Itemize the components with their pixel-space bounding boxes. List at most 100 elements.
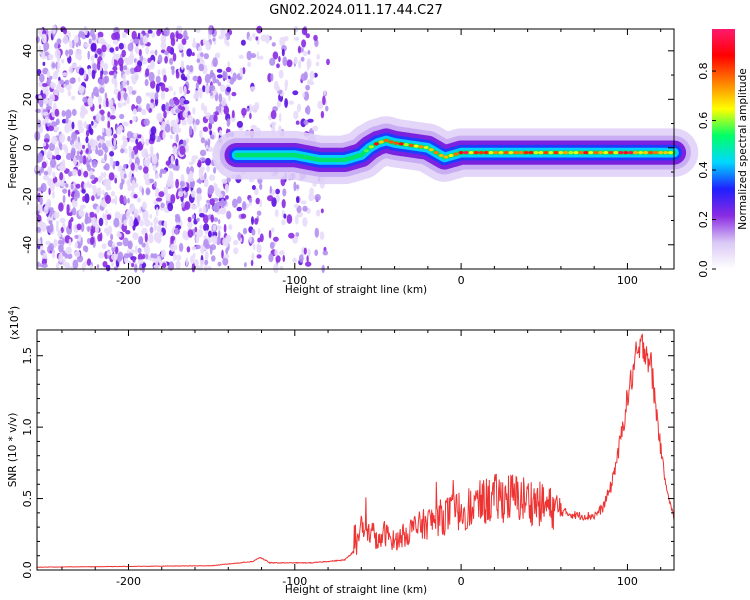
noise-speck	[71, 95, 76, 101]
noise-speck	[129, 137, 135, 143]
noise-speck	[154, 181, 157, 188]
noise-speck	[121, 49, 126, 58]
noise-speck	[129, 38, 135, 44]
noise-speck	[38, 30, 43, 38]
noise-speck	[319, 231, 325, 241]
noise-speck	[197, 161, 202, 168]
noise-speck	[85, 136, 89, 144]
noise-speck	[102, 189, 105, 196]
noise-speck	[180, 106, 186, 112]
noise-speck	[123, 65, 128, 71]
noise-speck	[63, 35, 69, 45]
noise-speck	[130, 75, 135, 80]
noise-speck	[228, 224, 233, 231]
noise-speck	[91, 160, 98, 168]
colorbar-axis: 0.0 0.2 0.4 0.6 0.8	[697, 62, 716, 278]
noise-speck	[173, 91, 176, 96]
noise-speck	[90, 145, 97, 152]
noise-speck	[137, 247, 142, 254]
noise-speck	[177, 43, 184, 51]
ridge-peak	[568, 151, 574, 155]
noise-speck	[163, 221, 168, 229]
ridge-peak	[373, 142, 379, 146]
noise-speck	[278, 112, 282, 123]
noise-speck	[295, 214, 299, 225]
noise-speck	[128, 218, 134, 227]
noise-speck	[275, 255, 281, 263]
noise-speck	[190, 255, 195, 265]
noise-speck	[35, 108, 42, 113]
noise-speck	[46, 198, 52, 208]
noise-speck	[123, 164, 127, 169]
noise-speck	[111, 56, 115, 65]
noise-speck	[268, 229, 272, 239]
noise-speck	[43, 170, 49, 176]
noise-speck	[76, 223, 82, 231]
noise-speck	[113, 72, 117, 79]
noise-speck	[225, 195, 229, 200]
noise-speck	[43, 138, 50, 143]
noise-speck	[248, 35, 252, 42]
noise-speck	[163, 110, 167, 119]
noise-speck	[63, 83, 66, 88]
noise-speck	[320, 208, 324, 214]
noise-speck	[163, 186, 169, 191]
noise-speck	[65, 116, 69, 124]
noise-speck	[194, 90, 200, 100]
noise-speck	[205, 144, 209, 150]
noise-speck	[292, 257, 298, 263]
noise-speck	[126, 131, 133, 139]
noise-speck	[132, 257, 136, 263]
noise-speck	[103, 75, 110, 84]
noise-speck	[251, 228, 256, 236]
noise-speck	[151, 31, 156, 38]
noise-speck	[253, 187, 259, 196]
noise-speck	[78, 207, 84, 217]
noise-speck	[196, 58, 200, 63]
noise-speck	[105, 264, 111, 272]
noise-speck	[215, 201, 221, 208]
noise-speck	[236, 196, 242, 204]
noise-speck	[203, 178, 209, 188]
noise-speck	[78, 39, 81, 47]
noise-speck	[236, 120, 243, 128]
noise-speck	[293, 56, 298, 65]
noise-speck	[204, 230, 209, 235]
noise-speck	[216, 74, 223, 79]
noise-speck	[109, 151, 115, 157]
noise-speck	[302, 92, 305, 98]
ridge-peak	[513, 151, 519, 155]
noise-speck	[49, 142, 55, 151]
noise-speck	[54, 181, 61, 187]
noise-speck	[107, 240, 114, 247]
noise-speck	[199, 224, 203, 230]
noise-speck	[269, 185, 272, 194]
noise-speck	[216, 68, 223, 73]
noise-speck	[103, 165, 107, 170]
ridge-peak	[413, 144, 419, 148]
noise-speck	[96, 187, 102, 197]
noise-speck	[155, 206, 159, 217]
ridge-peak	[663, 151, 669, 155]
noise-speck	[213, 167, 217, 174]
noise-speck	[71, 121, 75, 130]
noise-speck	[86, 258, 92, 266]
noise-speck	[100, 114, 105, 122]
noise-speck	[183, 86, 187, 96]
noise-speck	[172, 52, 177, 62]
noise-speck	[307, 118, 314, 123]
noise-speck	[223, 105, 230, 115]
noise-speck	[67, 253, 73, 260]
noise-speck	[198, 46, 202, 52]
noise-speck	[127, 197, 130, 204]
noise-speck	[180, 73, 186, 81]
noise-speck	[192, 107, 196, 115]
noise-speck	[273, 236, 279, 242]
noise-speck	[203, 223, 210, 232]
spectrogram-noise-layer	[34, 24, 330, 274]
noise-speck	[107, 251, 112, 256]
noise-speck	[78, 126, 84, 134]
noise-speck	[78, 77, 81, 82]
noise-speck	[132, 108, 137, 115]
noise-speck	[206, 165, 210, 173]
